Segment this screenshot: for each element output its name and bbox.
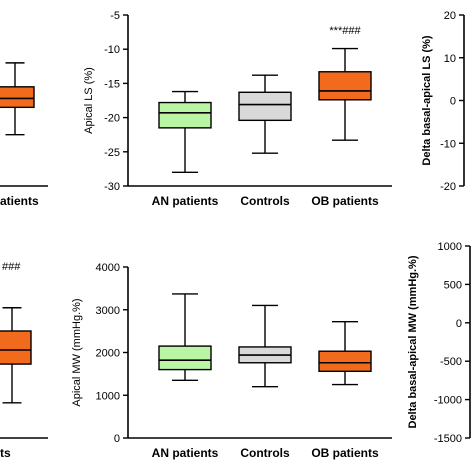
left-top-partial-panel: atients <box>0 62 48 208</box>
y-tick-label: -30 <box>104 181 120 193</box>
y-tick-label: -1500 <box>434 433 462 445</box>
y-tick-label: -1000 <box>434 395 462 407</box>
delta-mw-panel: -1500 -1000 -500 0 500 1000 Delta basal-apical… <box>407 241 471 445</box>
y-tick-label: -20 <box>440 181 456 193</box>
category-label-partial: ts <box>0 446 11 460</box>
y-tick-label: 2000 <box>96 348 120 360</box>
box-ob-patients <box>318 350 372 373</box>
y-tick-label: -10 <box>440 138 456 150</box>
y-tick-label: -15 <box>104 78 120 90</box>
y-tick-label: 500 <box>444 279 462 291</box>
category-label: OB patients <box>311 194 379 208</box>
box-ob-patients <box>318 71 372 101</box>
y-tick-label: 0 <box>456 318 462 330</box>
y-tick-label: 1000 <box>96 390 120 402</box>
y-tick-label: -500 <box>440 356 462 368</box>
y-tick-label: -5 <box>110 10 120 22</box>
apical-mw-panel: 0 1000 2000 3000 4000 Apical MW (mmHg.%) AN pa… <box>71 262 392 460</box>
y-axis-label: Delta basal-apical MW (mmHg.%) <box>407 255 419 428</box>
left-bottom-partial-panel: ts ### <box>0 261 48 460</box>
box-an-patients <box>158 345 212 371</box>
y-tick-label: -10 <box>104 44 120 56</box>
category-label: OB patients <box>311 446 379 460</box>
box-ob-patients <box>0 86 35 109</box>
y-tick-label: 0 <box>450 96 456 108</box>
category-label: Controls <box>240 446 290 460</box>
y-tick-label: 4000 <box>96 262 120 274</box>
y-tick-label: 0 <box>114 433 120 445</box>
y-tick-label: 20 <box>444 10 456 22</box>
category-label: AN patients <box>152 446 219 460</box>
y-axis-label: Apical LS (%) <box>83 67 95 134</box>
y-tick-label: 10 <box>444 53 456 65</box>
category-label: AN patients <box>152 194 219 208</box>
y-axis-label: Delta basal-apical LS (%) <box>421 35 433 166</box>
y-tick-label: 3000 <box>96 305 120 317</box>
box-controls <box>238 91 292 122</box>
category-label-partial: atients <box>0 194 39 208</box>
significance-annotation: ### <box>2 261 21 273</box>
y-tick-label: -25 <box>104 147 120 159</box>
y-tick-label: -20 <box>104 113 120 125</box>
y-tick-label: 1000 <box>438 241 462 253</box>
box-an-patients <box>158 101 212 129</box>
significance-annotation: ***### <box>329 25 361 37</box>
apical-ls-panel: -30 -25 -20 -15 -10 -5 Apical LS (%) AN patient… <box>83 10 392 208</box>
delta-ls-panel: -20 -10 0 10 20 Delta basal-apical LS (%) <box>421 10 465 193</box>
box-ob-patients <box>0 330 32 365</box>
category-label: Controls <box>240 194 290 208</box>
y-axis-label: Apical MW (mmHg.%) <box>71 298 83 406</box>
